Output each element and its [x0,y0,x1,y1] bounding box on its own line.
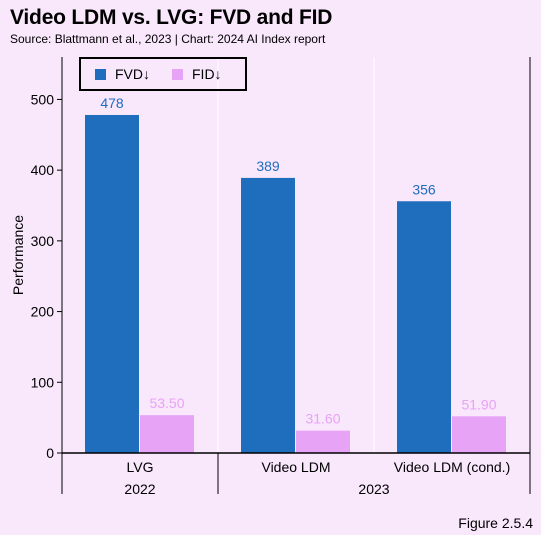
bar-fvd-2 [397,201,451,453]
y-tick-label: 0 [46,445,54,461]
x-tick-label: LVG [127,459,154,475]
legend-item-fid: FID↓ [172,66,222,82]
bar-value-label: 389 [256,158,280,174]
bar-value-label: 356 [412,181,436,197]
chart-title: Video LDM vs. LVG: FVD and FID [10,6,333,29]
group-label: 2023 [358,481,389,497]
legend: FVD↓ FID↓ [79,57,247,91]
y-axis-label: Performance [10,215,26,295]
bar-value-label: 31.60 [305,411,340,427]
x-tick-label: Video LDM (cond.) [394,459,510,475]
y-tick-label: 500 [31,91,55,107]
x-tick-label: Video LDM [261,459,330,475]
group-label: 2022 [124,481,155,497]
bar-value-label: 53.50 [149,395,184,411]
bar-fvd-1 [241,177,295,453]
legend-item-fvd: FVD↓ [95,66,150,82]
chart-subtitle: Source: Blattmann et al., 2023 | Chart: … [10,32,326,46]
legend-label-fvd: FVD↓ [115,66,150,82]
y-tick-label: 200 [31,304,55,320]
bar-value-label: 51.90 [461,396,496,412]
bar-fid-0 [140,415,194,453]
y-tick-label: 300 [31,233,55,249]
legend-swatch-fid [172,68,183,80]
y-tick-label: 100 [31,374,55,390]
figure-label: Figure 2.5.4 [458,515,533,531]
bar-fid-1 [296,430,350,453]
legend-swatch-fvd [95,68,106,80]
bar-fid-2 [452,416,506,453]
bar-value-label: 478 [100,95,124,111]
bar-fvd-0 [85,114,139,453]
legend-label-fid: FID↓ [192,66,222,82]
y-tick-label: 400 [31,162,55,178]
